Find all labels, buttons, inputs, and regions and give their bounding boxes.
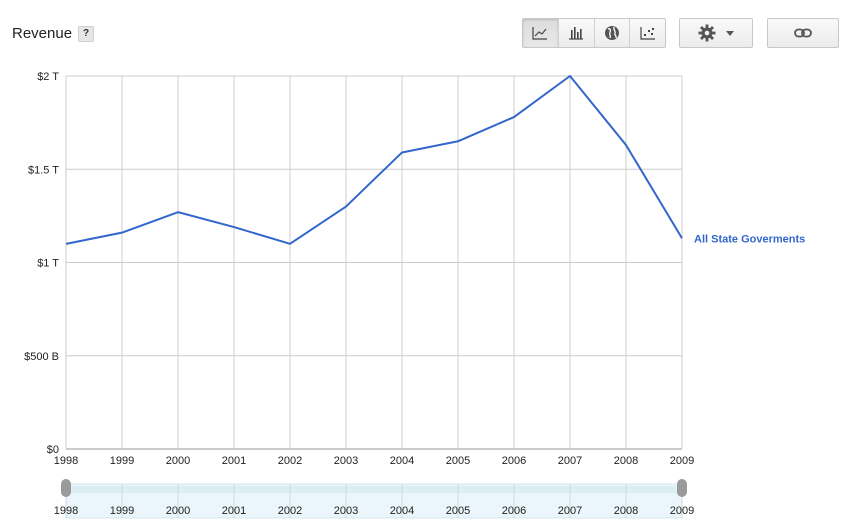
range-tick-label: 1999 — [110, 505, 134, 517]
y-tick-label: $500 B — [24, 351, 59, 363]
x-tick-label: 2008 — [614, 455, 638, 467]
x-tick-label: 2005 — [446, 455, 470, 467]
scatter-chart-icon — [640, 27, 655, 40]
x-tick-label: 2002 — [278, 455, 302, 467]
range-tick-label: 2004 — [390, 505, 414, 517]
chart-title-area: Revenue ? — [12, 24, 95, 42]
caret-down-icon — [726, 30, 734, 36]
gear-icon — [698, 24, 716, 42]
y-tick-label: $1 T — [37, 258, 59, 270]
grid — [65, 75, 683, 450]
series-lines: All State Goverments — [65, 75, 805, 245]
y-axis: $0 $500 B $1 T $1.5 T $2 T — [24, 71, 59, 456]
line-chart-button[interactable] — [523, 19, 559, 47]
bar-chart-icon — [569, 27, 584, 40]
range-tick-label: 2002 — [278, 505, 302, 517]
range-tick-label: 2006 — [502, 505, 526, 517]
line-chart-icon — [532, 27, 548, 40]
range-band — [66, 486, 682, 493]
range-tick-label: 2001 — [222, 505, 246, 517]
range-tick-label: 2000 — [166, 505, 190, 517]
map-button[interactable] — [595, 19, 631, 47]
bar-chart-button[interactable] — [559, 19, 595, 47]
x-tick-label: 2000 — [166, 455, 190, 467]
series-label: All State Goverments — [694, 233, 805, 245]
page-title: Revenue — [12, 24, 73, 42]
range-handle-left[interactable] — [61, 479, 71, 497]
y-tick-label: $0 — [47, 444, 59, 456]
link-button[interactable] — [767, 18, 839, 48]
x-axis: 1998 1999 2000 2001 2002 2003 2004 2005 2006 2007… — [54, 455, 694, 467]
x-tick-label: 2009 — [670, 455, 694, 467]
range-tick-label: 1998 — [54, 505, 78, 517]
y-tick-label: $2 T — [37, 71, 59, 83]
range-tick-label: 2008 — [614, 505, 638, 517]
scatter-chart-button[interactable] — [630, 19, 665, 47]
settings-button[interactable] — [679, 18, 753, 48]
range-selector[interactable]: 1998 1999 2000 2001 2002 2003 2004 2005 2006 2007… — [54, 479, 694, 519]
chart-type-switcher — [522, 18, 666, 48]
x-tick-label: 2006 — [502, 455, 526, 467]
x-tick-label: 2003 — [334, 455, 358, 467]
series-line — [65, 75, 683, 245]
x-tick-label: 1999 — [110, 455, 134, 467]
range-tick-label: 2003 — [334, 505, 358, 517]
x-tick-label: 2007 — [558, 455, 582, 467]
range-handle-right[interactable] — [677, 479, 687, 497]
y-tick-label: $1.5 T — [28, 164, 59, 176]
help-button[interactable]: ? — [78, 26, 95, 42]
link-icon — [794, 28, 812, 38]
range-tick-label: 2005 — [446, 505, 470, 517]
globe-icon — [604, 26, 619, 40]
x-tick-label: 2001 — [222, 455, 246, 467]
x-tick-label: 2004 — [390, 455, 414, 467]
line-chart: All State Goverments $0$500 B$1 T$1.5 T$… — [24, 71, 805, 519]
x-tick-label: 1998 — [54, 455, 78, 467]
range-tick-label: 2007 — [558, 505, 582, 517]
range-tick-label: 2009 — [670, 505, 694, 517]
